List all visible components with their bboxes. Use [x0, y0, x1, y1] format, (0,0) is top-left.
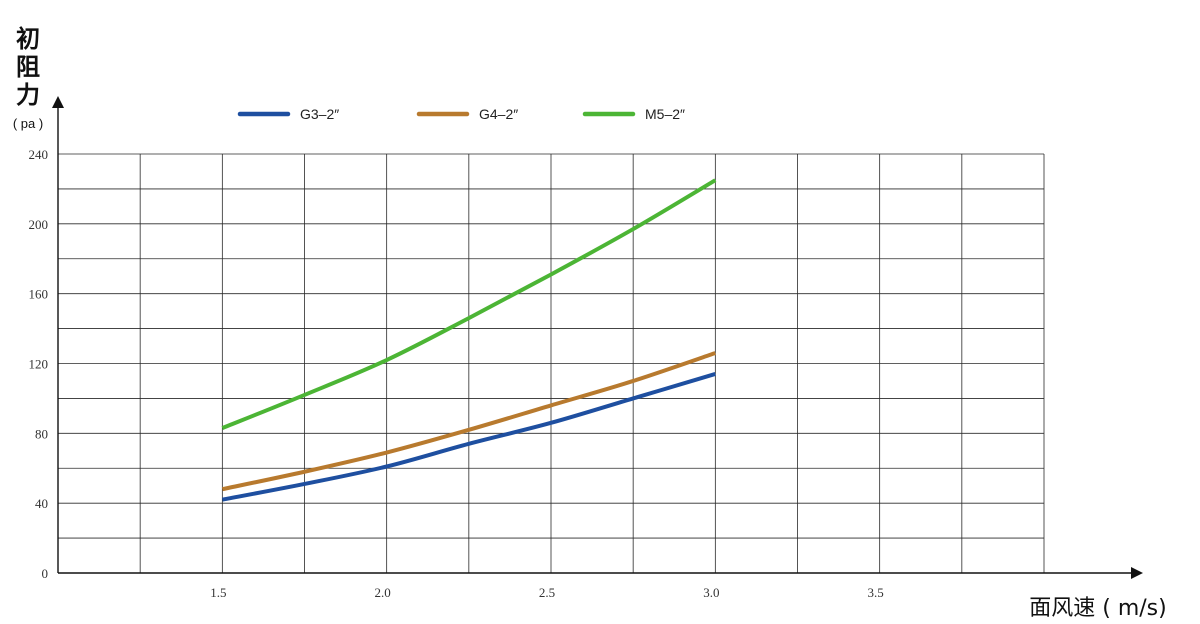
x-axis-arrow-icon [1131, 567, 1143, 579]
grid [58, 153, 1045, 573]
axes [52, 96, 1143, 579]
series-line [221, 351, 716, 492]
x-tick-label: 3.5 [868, 585, 884, 600]
y-tick-label: 40 [35, 496, 48, 511]
legend-label: M5–2″ [645, 106, 685, 122]
y-tick-label: 0 [42, 566, 49, 581]
y-axis-label-char: 阻 [16, 53, 40, 81]
legend-label: G4–2″ [479, 106, 518, 122]
y-tick-labels: 0 40 80 120 160 200 240 [29, 147, 49, 581]
y-tick-label: 120 [29, 357, 49, 372]
legend: G3–2″ G4–2″ M5–2″ [237, 106, 685, 122]
series-line [221, 178, 717, 430]
y-axis-label-char: 初 [16, 25, 40, 53]
x-tick-label: 3.0 [703, 585, 719, 600]
x-tick-labels: 1.5 2.0 2.5 3.0 3.5 [210, 585, 884, 600]
y-axis-arrow-icon [52, 96, 64, 108]
y-tick-label: 160 [29, 287, 49, 302]
y-tick-label: 240 [29, 147, 49, 162]
y-axis-label: 初 阻 力 ( pa ) [13, 25, 43, 131]
x-axis-label: 面风速 ( m/s) [1029, 596, 1166, 621]
y-axis-label-char: 力 [16, 81, 40, 109]
legend-label: G3–2″ [300, 106, 339, 122]
y-tick-label: 80 [35, 426, 48, 441]
series-lines [221, 178, 717, 502]
x-tick-label: 2.0 [375, 585, 391, 600]
x-tick-label: 2.5 [539, 585, 555, 600]
y-tick-label: 200 [29, 217, 49, 232]
y-axis-unit: ( pa ) [13, 116, 43, 131]
x-tick-label: 1.5 [210, 585, 226, 600]
series-line [221, 372, 716, 502]
